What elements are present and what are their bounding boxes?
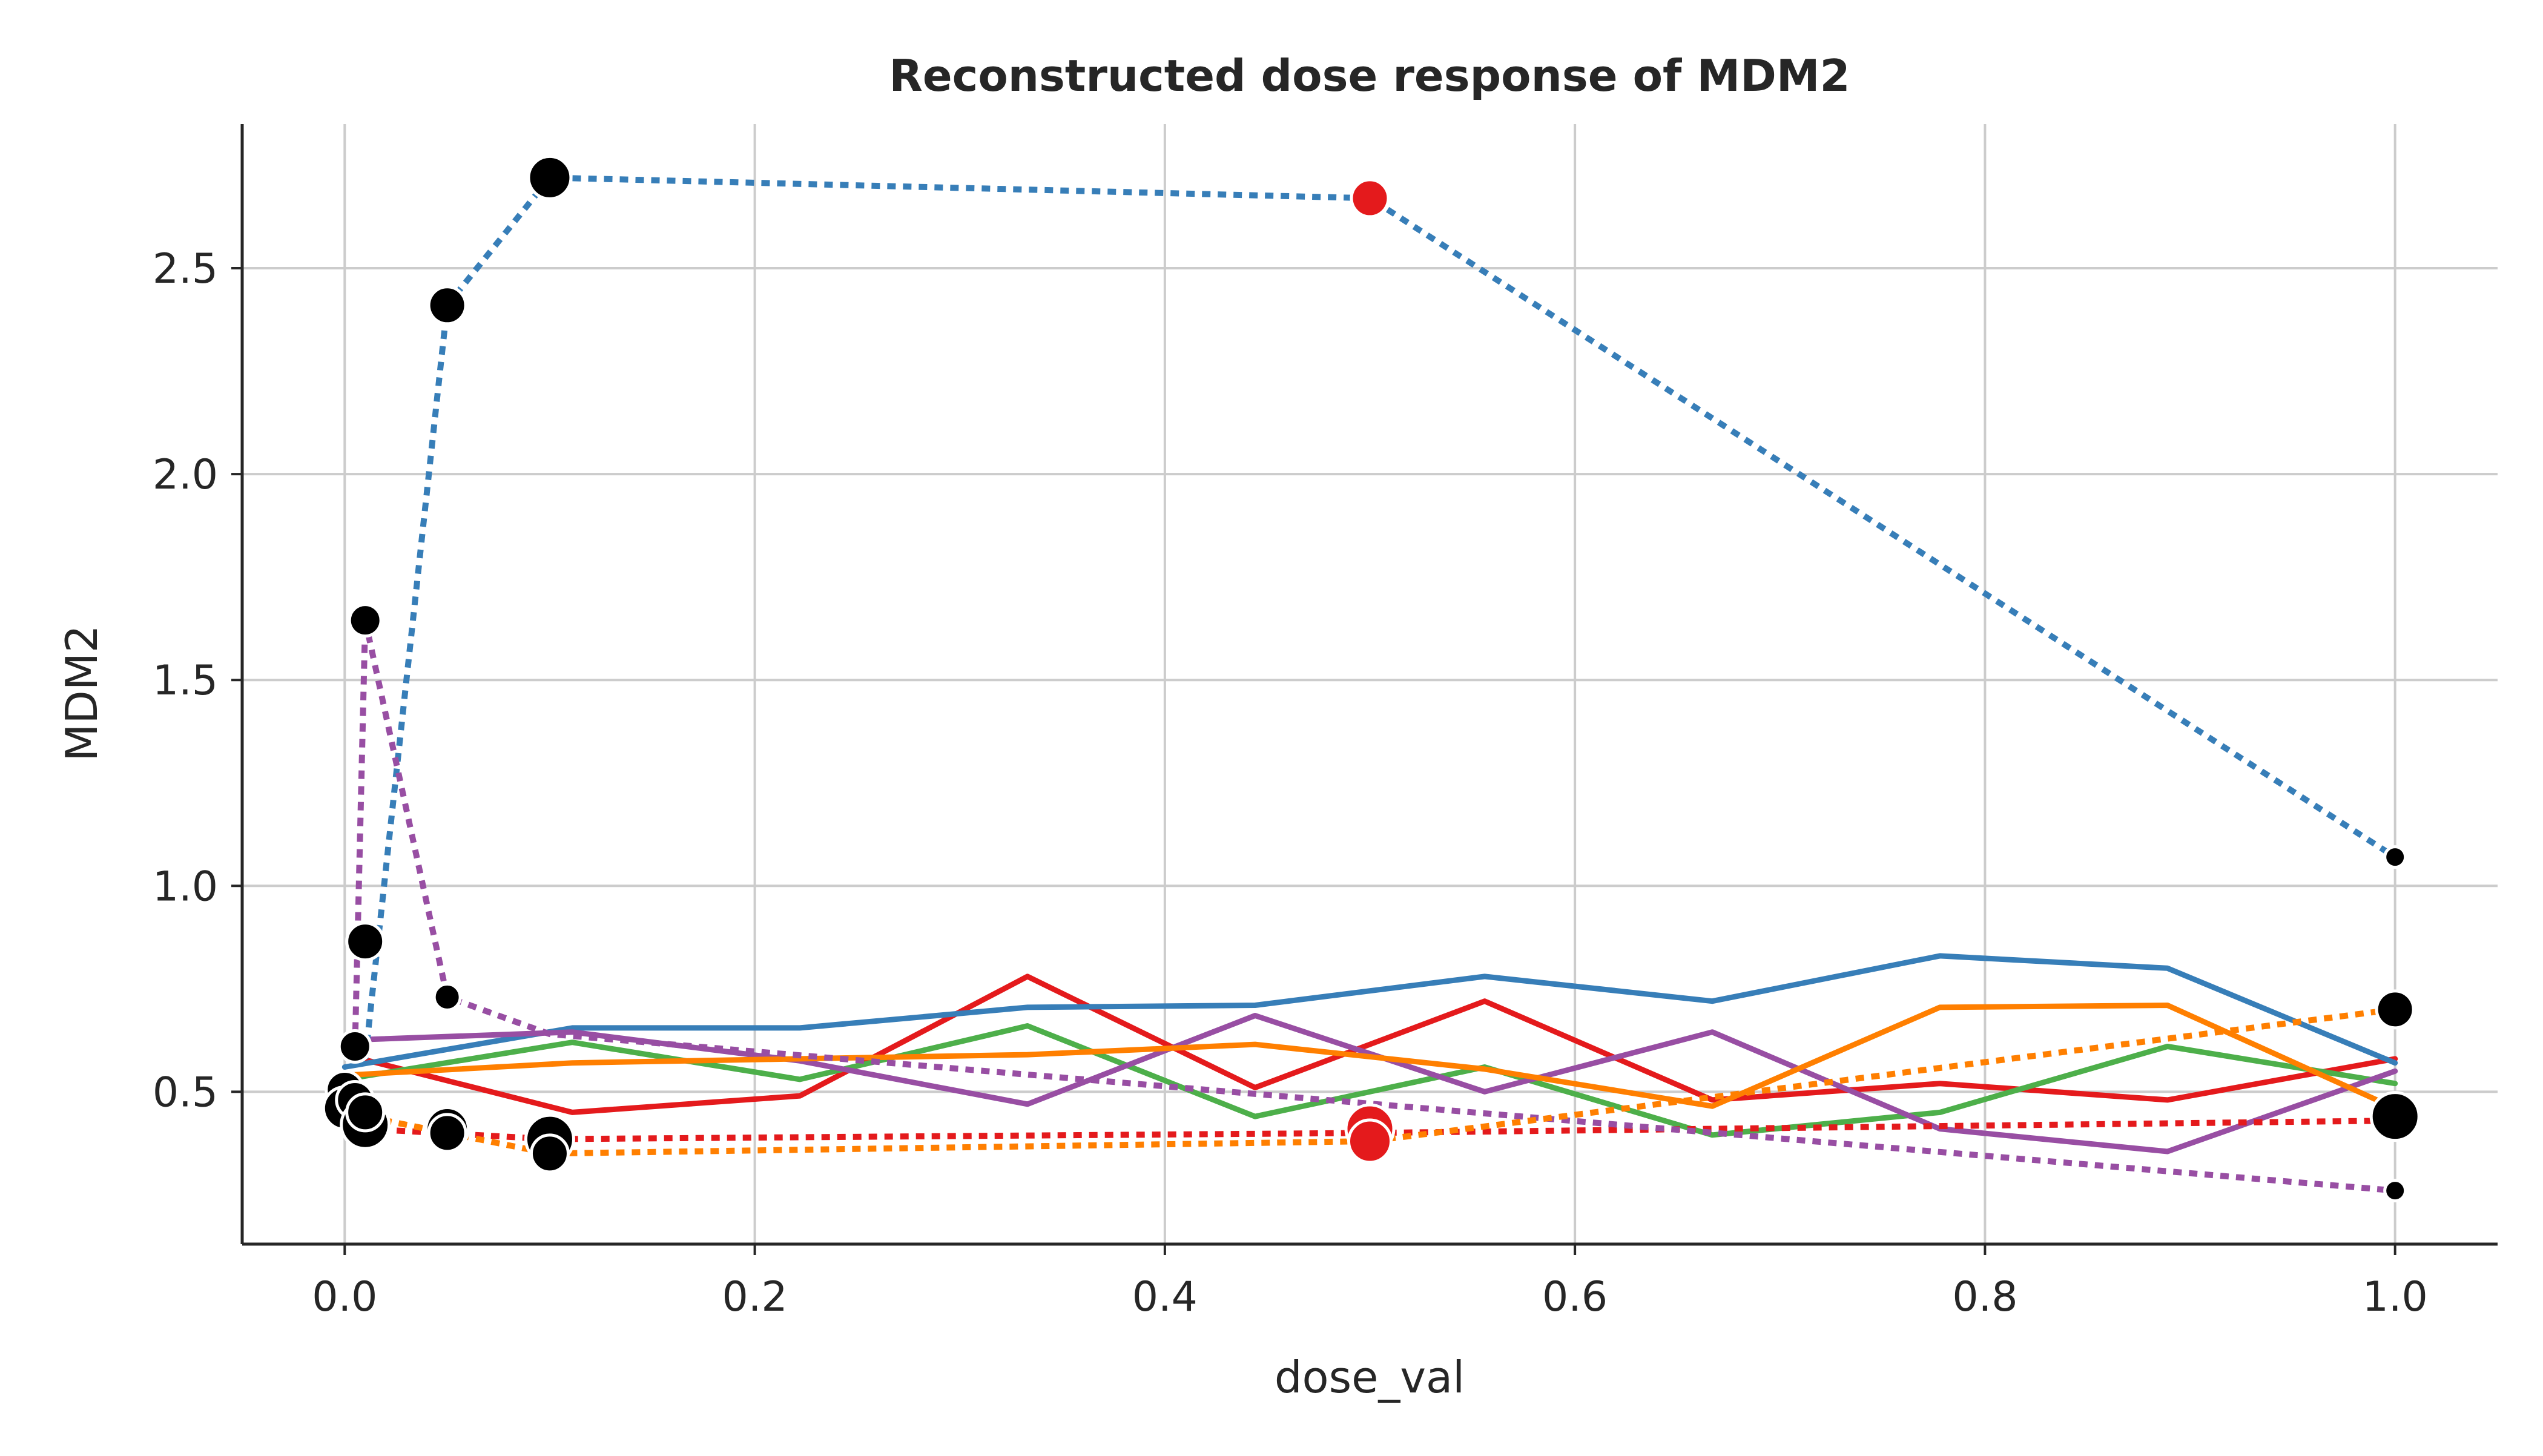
x-tick-label: 0.0 — [312, 1273, 377, 1321]
y-axis-label: MDM2 — [56, 625, 107, 762]
observed-point — [427, 285, 467, 326]
y-tick-label: 2.0 — [153, 451, 218, 499]
dashed-series-line — [353, 1006, 2396, 1157]
dashed-series-line — [364, 1118, 2395, 1142]
solid-series-line — [341, 973, 2398, 1115]
observed-point — [427, 1113, 467, 1153]
x-tick-label: 0.6 — [1542, 1273, 1608, 1321]
observed-point — [348, 603, 383, 638]
x-tick-label: 0.8 — [1952, 1273, 2017, 1321]
observed-points-group — [322, 154, 2421, 1203]
solid-series-line — [341, 953, 2398, 1070]
observed-point — [2369, 1091, 2421, 1142]
x-tick-label: 0.4 — [1132, 1273, 1198, 1321]
observed-point — [527, 154, 573, 200]
tick-labels: 0.0 0.2 0.4 0.6 0.8 1.0 0.5 1.0 1.5 2.0 2.5 — [153, 245, 2428, 1321]
observed-point — [337, 1029, 372, 1064]
observed-point — [2383, 845, 2407, 869]
observed-point — [1347, 1118, 1393, 1164]
x-tick-label: 1.0 — [2363, 1273, 2428, 1321]
dashed-series-line — [362, 174, 2397, 1059]
y-tick-label: 2.5 — [153, 245, 218, 293]
y-tick-label: 0.5 — [153, 1069, 218, 1116]
x-tick-label: 0.2 — [722, 1273, 788, 1321]
dashed-series-group — [352, 174, 2397, 1194]
observed-point — [2383, 1179, 2407, 1203]
y-tick-label: 1.0 — [153, 863, 218, 911]
observed-point — [529, 1133, 570, 1174]
y-tick-label: 1.5 — [153, 657, 218, 705]
observed-point — [432, 982, 462, 1012]
dashed-series-line — [352, 617, 2396, 1194]
x-axis-label: dose_val — [1275, 1352, 1465, 1403]
observed-point — [1350, 178, 1390, 219]
solid-series-line — [341, 1003, 2398, 1112]
observed-point — [345, 921, 386, 962]
chart-title: Reconstructed dose response of MDM2 — [889, 50, 1850, 101]
observed-point — [2375, 989, 2415, 1030]
solid-series-group — [341, 953, 2398, 1155]
grid — [242, 124, 2498, 1244]
observed-point — [345, 1092, 386, 1133]
axes — [231, 124, 2498, 1255]
